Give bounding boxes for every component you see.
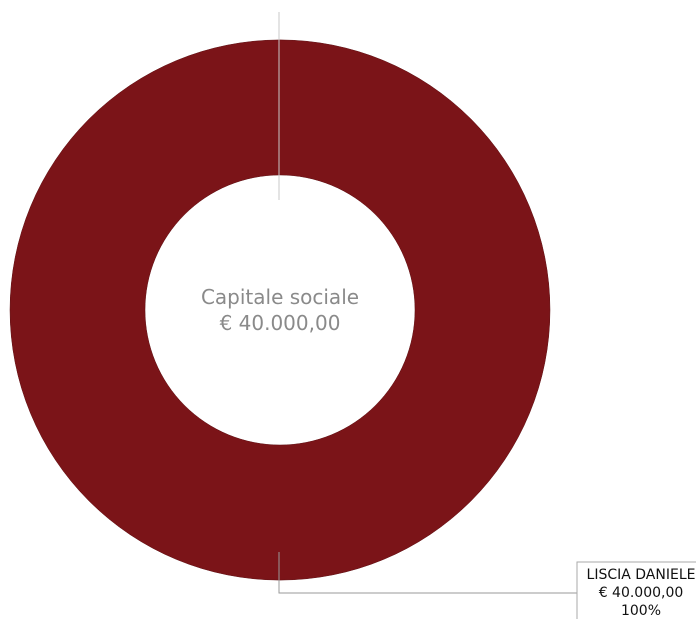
donut-slice-0[interactable] xyxy=(9,39,551,581)
center-title: Capitale sociale xyxy=(201,285,359,309)
slice-label-name: LISCIA DANIELE xyxy=(587,567,696,583)
slice-label-value: € 40.000,00 xyxy=(599,585,684,601)
slice-label-box xyxy=(576,561,696,619)
slice-leader-line xyxy=(278,552,577,594)
slice-label-percent: 100% xyxy=(621,603,661,619)
center-value: € 40.000,00 xyxy=(220,311,341,335)
slices-group xyxy=(9,39,551,581)
